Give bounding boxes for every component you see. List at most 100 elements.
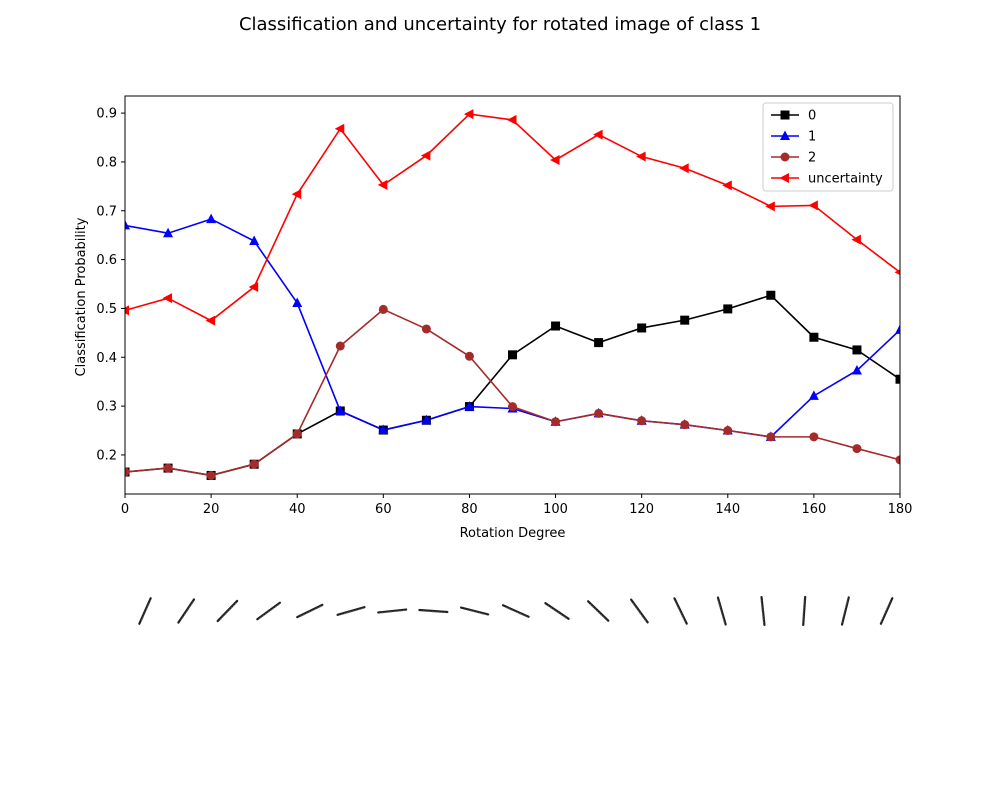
- digit-stroke-texture: [462, 608, 487, 616]
- data-point: [463, 109, 474, 120]
- rotated-digit-image: [256, 601, 282, 621]
- rotated-digit-image: [673, 597, 688, 625]
- digit-stroke: [216, 599, 239, 623]
- rotated-digit-image: [177, 598, 196, 624]
- legend-marker: [780, 110, 790, 120]
- digit-stroke: [673, 597, 688, 625]
- digit-stroke: [138, 597, 152, 625]
- y-tick-label: 0.8: [96, 155, 117, 170]
- y-axis-label: Classification Probability: [74, 217, 89, 376]
- rotated-digit-image: [459, 606, 490, 616]
- chart-title: Classification and uncertainty for rotat…: [239, 14, 761, 35]
- data-point: [335, 341, 345, 351]
- digit-stroke-texture: [631, 601, 647, 622]
- legend: 0 1 2 uncertainty: [762, 102, 894, 192]
- data-point: [205, 315, 216, 326]
- digit-stroke-texture: [760, 599, 764, 624]
- data-point: [163, 227, 174, 238]
- digit-stroke: [418, 608, 449, 614]
- y-tick-label: 0.3: [96, 400, 117, 415]
- data-point: [377, 179, 388, 190]
- rotated-digit-image: [377, 608, 408, 614]
- data-point: [292, 297, 303, 308]
- digit-stroke-texture: [259, 604, 280, 620]
- data-point: [594, 338, 604, 348]
- data-point: [851, 364, 862, 375]
- data-point: [421, 414, 432, 425]
- rotated-digit-image: [336, 606, 366, 616]
- data-point: [206, 470, 216, 480]
- y-tick-label: 0.9: [96, 107, 117, 122]
- data-point: [722, 180, 732, 191]
- y-tick-label: 0.2: [96, 448, 117, 463]
- data-point: [249, 459, 259, 469]
- digit-stroke: [544, 602, 570, 620]
- x-tick-label: 40: [289, 502, 306, 517]
- series-line: [125, 294, 900, 477]
- x-tick-label: 120: [629, 502, 654, 517]
- rotated-digit-strip: [138, 595, 894, 627]
- legend-item: 0: [771, 109, 816, 124]
- rotated-digit-image: [840, 596, 850, 626]
- digit-stroke: [177, 598, 196, 624]
- legend-item: 1: [771, 130, 816, 145]
- data-point: [125, 219, 130, 230]
- x-tick-label: 160: [801, 502, 826, 517]
- rotated-digit-image: [587, 600, 610, 622]
- x-tick-label: 100: [543, 502, 568, 517]
- legend-label: 1: [808, 130, 816, 145]
- rotated-digit-image: [630, 598, 649, 624]
- data-point: [765, 201, 775, 212]
- data-point: [723, 304, 733, 314]
- legend-marker: [780, 152, 790, 162]
- data-point: [291, 189, 302, 200]
- data-point: [852, 345, 862, 355]
- series-2: [125, 304, 900, 480]
- x-tick-label: 0: [121, 502, 129, 517]
- data-point: [550, 154, 560, 165]
- x-tick-label: 20: [203, 502, 220, 517]
- y-tick-label: 0.6: [96, 253, 117, 268]
- data-point: [378, 424, 389, 435]
- data-point: [808, 390, 819, 400]
- data-point: [895, 324, 900, 334]
- x-tick-label: 180: [888, 502, 913, 517]
- data-point: [636, 151, 646, 162]
- digit-stroke-texture: [421, 610, 446, 614]
- data-point: [809, 332, 819, 342]
- data-point: [809, 432, 819, 442]
- data-point: [851, 234, 861, 245]
- axes-frame: [124, 95, 901, 495]
- data-point: [895, 374, 900, 384]
- rotated-digit-image: [802, 595, 807, 627]
- digit-stroke: [840, 596, 850, 626]
- rotated-digit-image: [216, 599, 239, 623]
- data-point: [593, 129, 603, 140]
- digit-stroke: [716, 596, 727, 626]
- y-tick-label: 0.5: [96, 302, 117, 317]
- digit-stroke: [760, 595, 766, 627]
- series-uncertainty: [125, 109, 900, 326]
- data-point: [808, 200, 818, 211]
- data-point: [162, 293, 173, 304]
- data-point: [292, 429, 302, 439]
- data-point: [206, 213, 217, 224]
- data-point: [249, 235, 260, 246]
- data-point: [594, 408, 604, 418]
- digit-stroke: [630, 598, 649, 624]
- x-tick-label: 60: [375, 502, 392, 517]
- legend-label: 2: [808, 151, 816, 166]
- digit-stroke: [377, 608, 408, 614]
- rotated-digit-image: [501, 604, 530, 618]
- data-point: [680, 420, 690, 430]
- digit-stroke: [802, 595, 807, 627]
- legend-box: [762, 102, 894, 192]
- data-point: [766, 432, 776, 442]
- data-point: [852, 444, 862, 454]
- data-point: [895, 455, 900, 465]
- data-point: [723, 426, 733, 436]
- digit-stroke: [501, 604, 530, 618]
- legend-marker: [779, 173, 789, 183]
- data-point: [464, 351, 474, 361]
- rotated-digit-image: [544, 602, 570, 620]
